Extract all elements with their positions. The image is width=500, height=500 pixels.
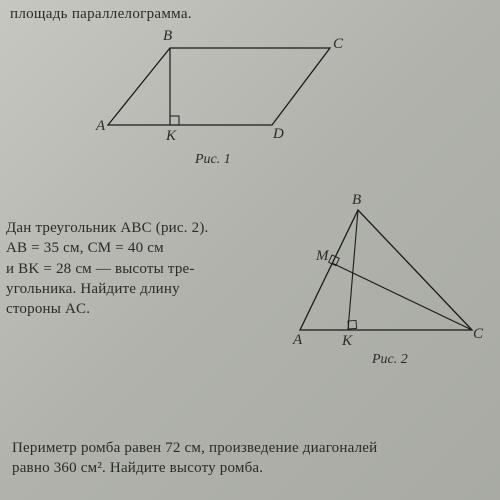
fig2-caption: Рис. 2 <box>372 352 408 368</box>
figure-2-triangle <box>0 0 500 400</box>
fig2-label-B: B <box>352 192 361 209</box>
fig2-label-K: K <box>342 333 352 350</box>
fig2-label-A: A <box>293 332 302 349</box>
problem-3-text: Периметр ромба равен 72 см, произведение… <box>12 438 494 479</box>
p3-line-0: Периметр ромба равен 72 см, произведение… <box>12 438 494 458</box>
fig2-label-M: M <box>316 248 329 265</box>
fig2-label-C: C <box>473 326 483 343</box>
p3-line-1: равно 360 см². Найдите высоту ромба. <box>12 458 494 478</box>
scanned-page: площадь параллелограмма. A B C D K Рис. … <box>0 0 500 500</box>
